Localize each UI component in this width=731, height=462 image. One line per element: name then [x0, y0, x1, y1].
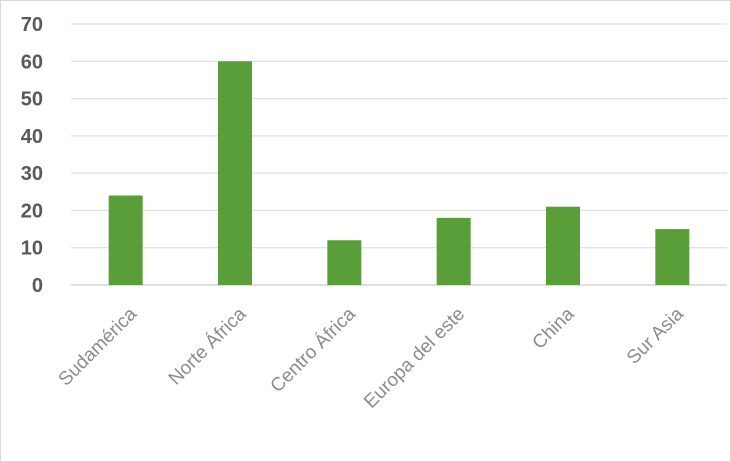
y-tick-label: 30	[21, 163, 43, 185]
y-tick-label: 70	[21, 14, 43, 36]
bar	[655, 229, 690, 285]
bar	[546, 206, 580, 285]
x-tick-label: Sur Asia	[623, 303, 688, 368]
bars	[108, 61, 690, 286]
x-tick-label: China	[529, 303, 579, 353]
x-tick-label: Norte África	[165, 303, 251, 389]
bar	[218, 61, 252, 286]
y-tick-label: 40	[21, 126, 43, 148]
y-tick-label: 20	[21, 200, 43, 222]
x-axis-ticks: Sudamérica Norte África Centro África Europ…	[55, 303, 689, 412]
bar	[436, 217, 471, 285]
gridlines	[71, 23, 727, 286]
bar	[108, 195, 143, 285]
x-tick-label: Sudamérica	[55, 303, 142, 390]
x-tick-label: Centro África	[267, 303, 361, 397]
y-tick-label: 0	[32, 275, 43, 297]
y-tick-label: 10	[21, 238, 43, 260]
y-axis-ticks: 0 10 20 30 40 50 60 70	[21, 14, 43, 297]
y-tick-label: 60	[21, 51, 43, 73]
bar	[327, 240, 362, 285]
x-tick-label: Europa del este	[360, 304, 469, 413]
y-tick-label: 50	[21, 89, 43, 111]
